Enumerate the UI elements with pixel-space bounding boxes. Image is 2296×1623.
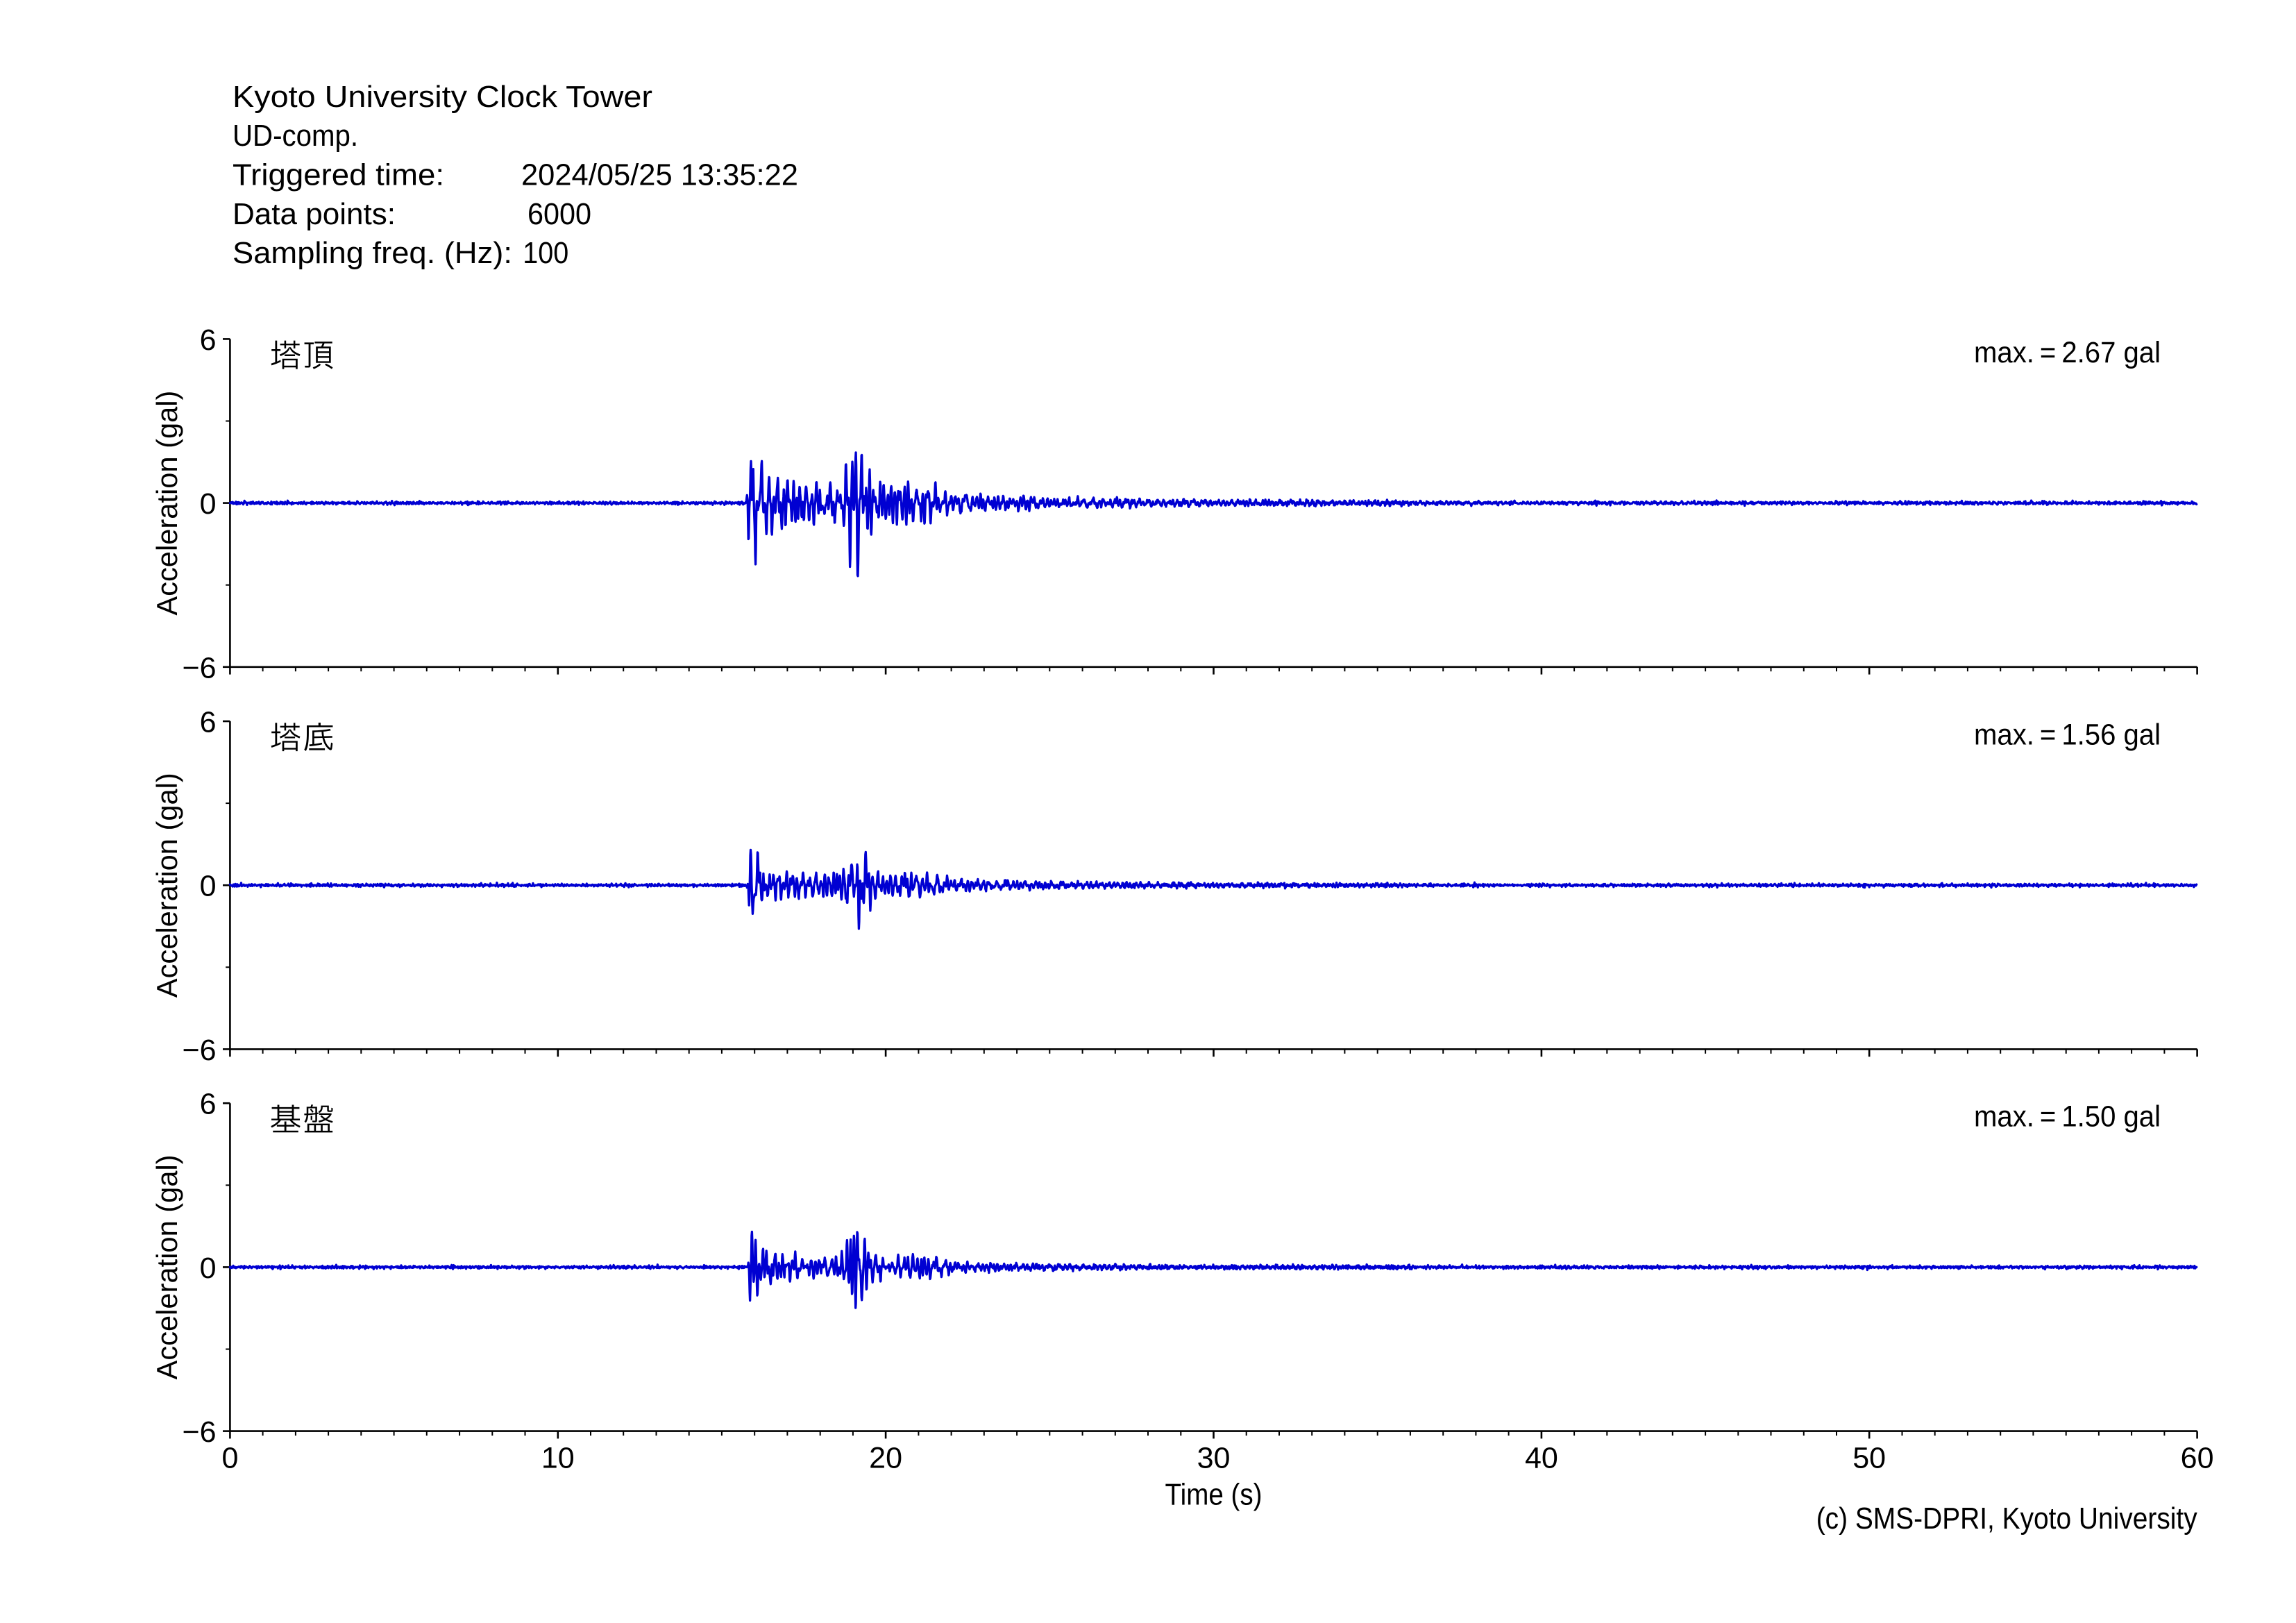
svg-text:0: 0 [200, 870, 217, 903]
svg-text:20: 20 [869, 1442, 902, 1475]
svg-text:max. = 1.50 gal: max. = 1.50 gal [1974, 1100, 2161, 1134]
svg-text:40: 40 [1525, 1442, 1558, 1475]
svg-text:60: 60 [2181, 1442, 2214, 1475]
svg-text:Sampling freq. (Hz):: Sampling freq. (Hz): [233, 236, 512, 270]
svg-text:Triggered time:: Triggered time: [233, 158, 444, 192]
svg-text:30: 30 [1197, 1442, 1231, 1475]
svg-text:max. = 1.56 gal: max. = 1.56 gal [1974, 718, 2161, 751]
svg-text:10: 10 [541, 1442, 575, 1475]
svg-text:Acceleration (gal): Acceleration (gal) [151, 391, 183, 616]
svg-text:−6: −6 [182, 651, 216, 684]
svg-text:Kyoto University Clock Tower: Kyoto University Clock Tower [233, 80, 652, 114]
svg-text:6: 6 [200, 706, 217, 739]
svg-text:0: 0 [200, 487, 217, 521]
svg-text:6: 6 [200, 323, 217, 357]
svg-text:50: 50 [1852, 1442, 1886, 1475]
svg-text:Acceleration (gal): Acceleration (gal) [151, 773, 183, 998]
svg-text:−6: −6 [182, 1415, 216, 1449]
svg-text:max. = 2.67 gal: max. = 2.67 gal [1974, 336, 2161, 369]
svg-text:Acceleration (gal): Acceleration (gal) [151, 1154, 183, 1379]
svg-text:Time (s): Time (s) [1165, 1478, 1263, 1512]
svg-text:0: 0 [221, 1442, 238, 1475]
svg-text:100: 100 [523, 236, 568, 270]
svg-text:0: 0 [200, 1252, 217, 1285]
svg-text:6000: 6000 [527, 197, 591, 231]
svg-text:UD-comp.: UD-comp. [233, 119, 358, 153]
svg-text:−6: −6 [182, 1034, 216, 1067]
svg-text:6: 6 [200, 1088, 217, 1121]
svg-text:2024/05/25 13:35:22: 2024/05/25 13:35:22 [521, 158, 798, 192]
svg-text:(c) SMS-DPRI, Kyoto University: (c) SMS-DPRI, Kyoto University [1816, 1502, 2197, 1536]
svg-text:Data points:: Data points: [233, 197, 396, 231]
